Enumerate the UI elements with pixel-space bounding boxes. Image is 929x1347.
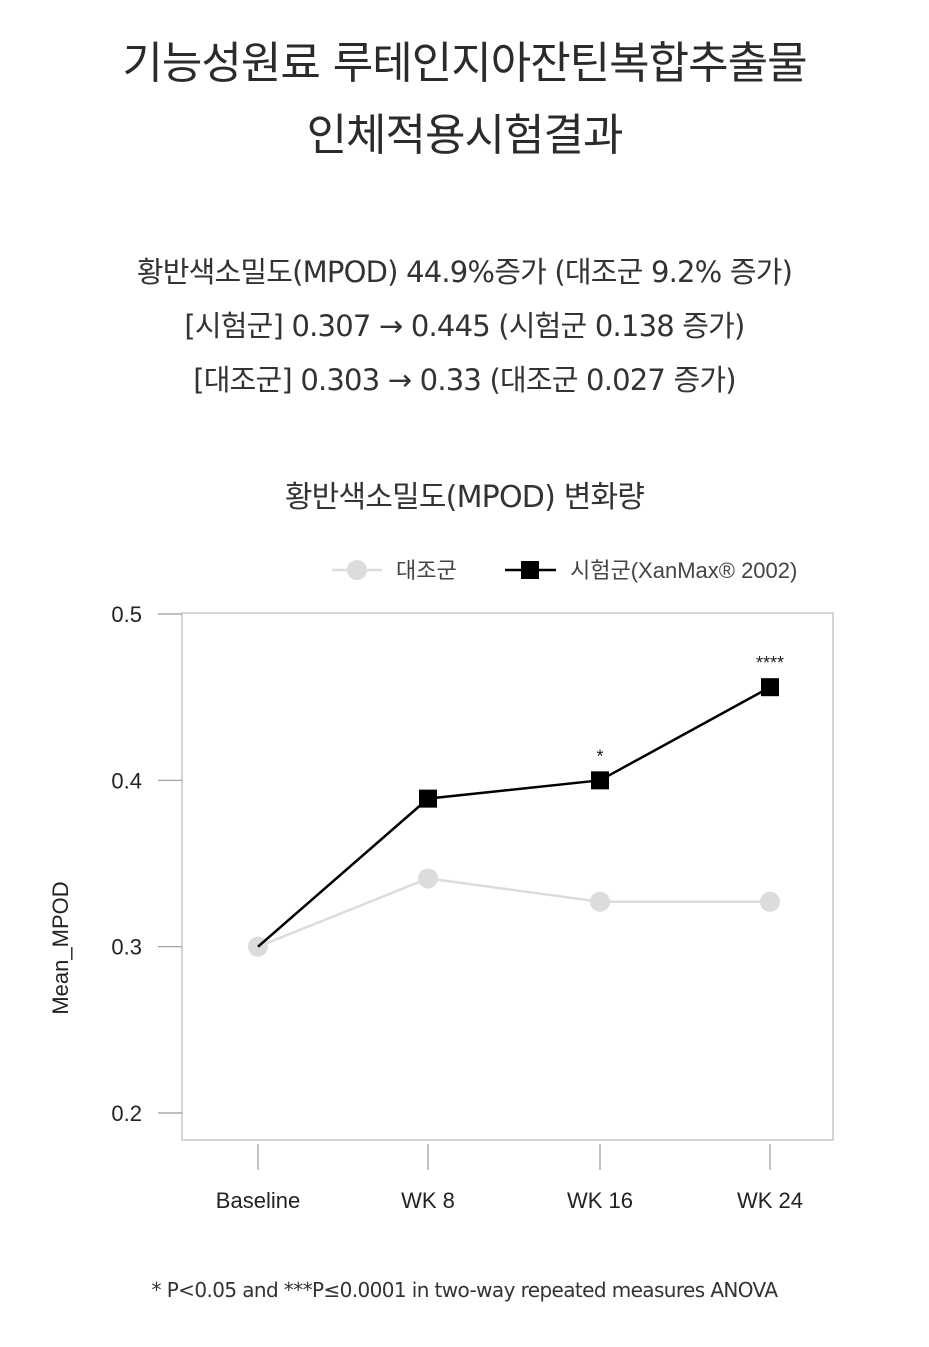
- control-point: [418, 868, 438, 889]
- x-tick-label: WK 24: [737, 1188, 803, 1213]
- series-line-control: [257, 877, 770, 948]
- line-chart: 0.5 0.4 0.3 0.2 Baseline WK 8 WK 16 WK 24 Mean_M…: [48, 558, 834, 1213]
- test-point: [761, 678, 779, 697]
- summary-block: 황반색소밀도(MPOD) 44.9%증가 (대조군 9.2% 증가) [시험군]…: [0, 245, 929, 407]
- title-line-2: 인체적용시험결과: [306, 110, 624, 161]
- y-tick-label: 0.5: [111, 602, 142, 627]
- legend-marker-test: [521, 561, 539, 579]
- significance-label: ****: [756, 653, 784, 673]
- x-tick-label: WK 16: [567, 1188, 633, 1213]
- summary-line-3: [대조군] 0.303 → 0.33 (대조군 0.027 증가): [193, 363, 736, 397]
- legend-label-test: 시험군(XanMax® 2002): [570, 558, 797, 583]
- x-tick-label: Baseline: [216, 1188, 300, 1213]
- control-point: [760, 891, 780, 912]
- chart-title: 황반색소밀도(MPOD) 변화량: [284, 480, 645, 515]
- summary-line-1: 황반색소밀도(MPOD) 44.9%증가 (대조군 9.2% 증가): [136, 255, 793, 289]
- summary-line-2: [시험군] 0.307 → 0.445 (시험군 0.138 증가): [184, 309, 745, 343]
- control-point: [590, 891, 610, 912]
- legend-marker-control: [347, 560, 367, 580]
- y-axis-label: Mean_MPOD: [48, 881, 73, 1014]
- test-point: [419, 789, 437, 808]
- title-block: 기능성원료 루테인지아잔틴복합추출물 인체적용시험결과: [0, 28, 929, 172]
- test-point: [591, 771, 609, 790]
- series-line-test: [257, 686, 771, 948]
- y-tick-label: 0.2: [111, 1101, 142, 1126]
- y-tick-label: 0.4: [111, 768, 142, 793]
- significance-label: *: [596, 746, 603, 766]
- footnote: * P<0.05 and ***P≤0.0001 in two-way repe…: [151, 1278, 778, 1302]
- plot-frame: [181, 612, 834, 1141]
- x-tick-label: WK 8: [401, 1188, 455, 1213]
- legend-label-control: 대조군: [396, 558, 457, 583]
- y-tick-label: 0.3: [111, 935, 142, 960]
- title-line-1: 기능성원료 루테인지아잔틴복합추출물: [122, 38, 807, 89]
